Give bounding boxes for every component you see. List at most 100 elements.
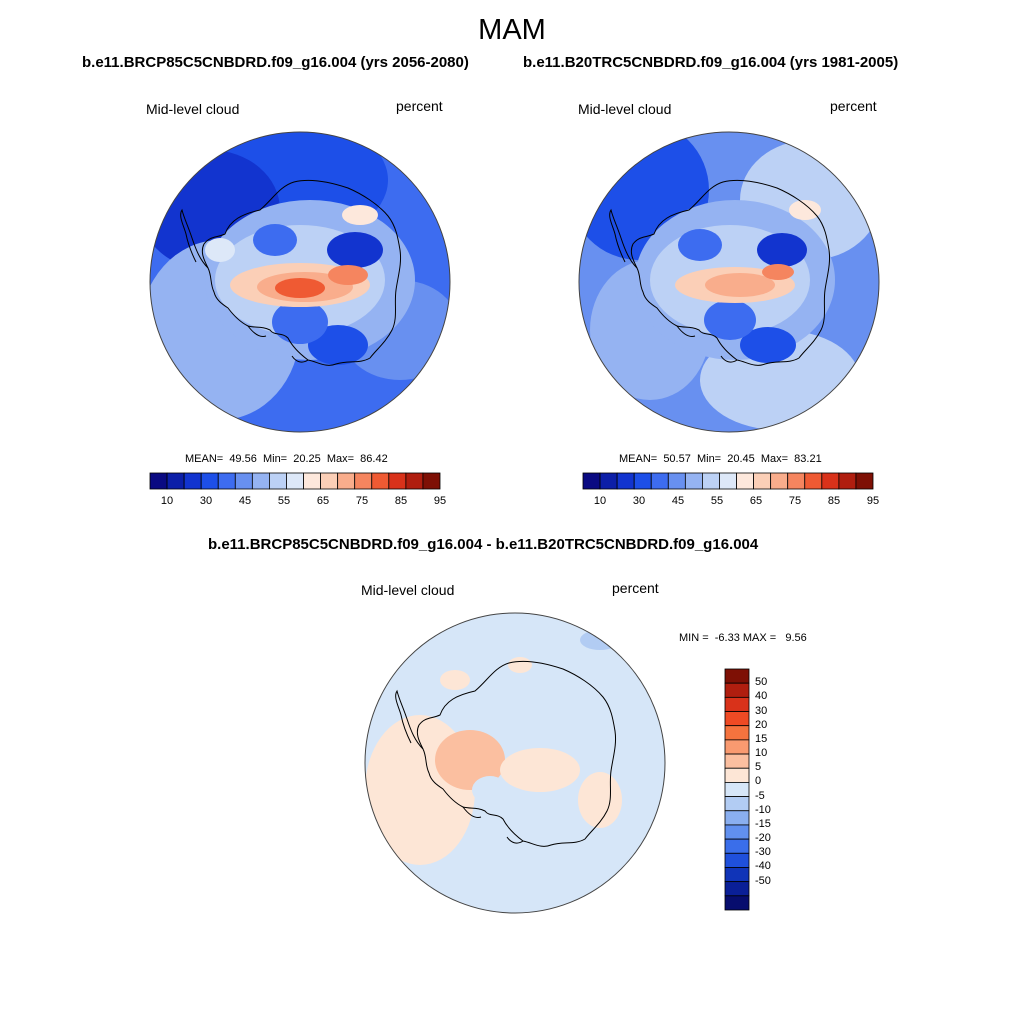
colorbar-b-swatch [770, 472, 789, 490]
colorbar-a-swatch [354, 472, 373, 490]
colorbar-diff-tick-label: -30 [755, 846, 771, 859]
colorbar-a-swatch [269, 472, 287, 490]
colorbar-a-tick-label: 65 [316, 495, 330, 507]
colorbar-b-swatch [838, 472, 857, 490]
colorbar-b-swatch [804, 472, 823, 490]
colorbar-diff-swatch [724, 767, 750, 783]
colorbar-a-swatch [320, 472, 339, 490]
colorbar-a-swatch [217, 472, 236, 490]
panel-a-stats: MEAN= 49.56 Min= 20.25 Max= 86.42 [185, 453, 388, 465]
colorbar-a-tick-label: 85 [394, 495, 408, 507]
figure-title: MAM [478, 14, 546, 46]
colorbar-diff-tick-label: -5 [755, 789, 765, 802]
colorbar-a-swatch [166, 472, 185, 490]
colorbar-b-swatch [650, 472, 669, 490]
colorbar-panel-b [582, 472, 874, 490]
colorbar-b-swatch [787, 472, 806, 490]
colorbar-diff-swatch [724, 668, 750, 684]
colorbar-diff-tick-label: 50 [755, 676, 768, 689]
colorbar-a-swatch [371, 472, 390, 490]
colorbar-diff-tick-label: 30 [755, 704, 768, 717]
colorbar-diff-swatch [724, 753, 750, 769]
colorbar-b-swatch [702, 472, 720, 490]
colorbar-b-swatch [616, 472, 635, 490]
colorbar-a-swatch [337, 472, 356, 490]
colorbar-panel-diff [724, 668, 750, 911]
colorbar-b-tick-label: 95 [866, 495, 880, 507]
diff-panel-title: b.e11.BRCP85C5CNBDRD.f09_g16.004 - b.e11… [208, 536, 759, 553]
colorbar-b-tick-label: 45 [671, 495, 685, 507]
colorbar-a-tick-label: 10 [160, 495, 174, 507]
colorbar-a-swatch [405, 472, 424, 490]
colorbar-diff-swatch [724, 867, 750, 883]
colorbar-diff-tick-label: 0 [755, 775, 762, 788]
colorbar-a-swatch [388, 472, 407, 490]
colorbar-diff-swatch [724, 824, 750, 840]
colorbar-b-swatch [719, 472, 737, 490]
colorbar-diff-tick-label: -20 [755, 832, 771, 845]
colorbar-b-swatch [582, 472, 601, 490]
colorbar-b-tick-label: 85 [827, 495, 841, 507]
colorbar-diff-swatch [724, 810, 750, 826]
colorbar-a-tick-label: 55 [277, 495, 291, 507]
colorbar-diff-swatch [724, 796, 750, 812]
colorbar-a-swatch [200, 472, 219, 490]
colorbar-diff-tick-label: 40 [755, 690, 768, 703]
panel-b-units: percent [830, 98, 877, 114]
colorbar-diff-tick-label: -40 [755, 860, 771, 873]
colorbar-diff-tick-label: -15 [755, 817, 771, 830]
colorbar-diff-swatch [724, 739, 750, 755]
panel-b-title: b.e11.B20TRC5CNBDRD.f09_g16.004 (yrs 198… [523, 54, 899, 71]
colorbar-panel-a [149, 472, 441, 490]
colorbar-a-tick-label: 30 [199, 495, 213, 507]
panel-a-units: percent [396, 98, 443, 114]
colorbar-b-swatch [736, 472, 754, 490]
colorbar-a-swatch [303, 472, 321, 490]
colorbar-b-swatch [753, 472, 772, 490]
colorbar-diff-swatch [724, 881, 750, 897]
colorbar-diff-tick-label: -50 [755, 874, 771, 887]
diff-panel-variable: Mid-level cloud [361, 582, 455, 598]
colorbar-diff-tick-label: 5 [755, 761, 762, 774]
colorbar-a-swatch [234, 472, 253, 490]
panel-a-variable: Mid-level cloud [146, 101, 240, 117]
colorbar-b-swatch [855, 472, 874, 490]
panel-a-title: b.e11.BRCP85C5CNBDRD.f09_g16.004 (yrs 20… [82, 54, 469, 71]
colorbar-b-tick-label: 65 [749, 495, 763, 507]
colorbar-b-tick-label: 30 [632, 495, 646, 507]
colorbar-b-swatch [599, 472, 618, 490]
colorbar-b-tick-label: 10 [593, 495, 607, 507]
colorbar-b-swatch [667, 472, 686, 490]
colorbar-diff-tick-label: 10 [755, 747, 768, 760]
colorbar-diff-tick-label: -10 [755, 803, 771, 816]
colorbar-b-tick-label: 55 [710, 495, 724, 507]
colorbar-diff-swatch [724, 711, 750, 727]
panel-b-variable: Mid-level cloud [578, 101, 672, 117]
colorbar-a-tick-label: 45 [238, 495, 252, 507]
colorbar-a-swatch [286, 472, 304, 490]
colorbar-a-tick-label: 95 [433, 495, 447, 507]
colorbar-a-tick-label: 75 [355, 495, 369, 507]
colorbar-b-swatch [684, 472, 703, 490]
colorbar-diff-swatch [724, 696, 750, 712]
colorbar-diff-swatch [724, 895, 750, 911]
colorbar-b-swatch [633, 472, 652, 490]
colorbar-diff-swatch [724, 852, 750, 868]
map-panel-b [578, 131, 880, 433]
colorbar-a-swatch [149, 472, 168, 490]
colorbar-b-swatch [821, 472, 840, 490]
colorbar-a-swatch [422, 472, 441, 490]
colorbar-diff-swatch [724, 838, 750, 854]
colorbar-b-tick-label: 75 [788, 495, 802, 507]
diff-panel-units: percent [612, 580, 659, 596]
colorbar-a-swatch [251, 472, 270, 490]
colorbar-diff-tick-label: 15 [755, 732, 768, 745]
colorbar-diff-swatch [724, 725, 750, 741]
colorbar-diff-tick-label: 20 [755, 718, 768, 731]
colorbar-diff-swatch [724, 682, 750, 698]
map-panel-diff [364, 612, 666, 914]
colorbar-diff-swatch [724, 782, 750, 797]
colorbar-a-swatch [183, 472, 202, 490]
map-panel-a [149, 131, 451, 433]
